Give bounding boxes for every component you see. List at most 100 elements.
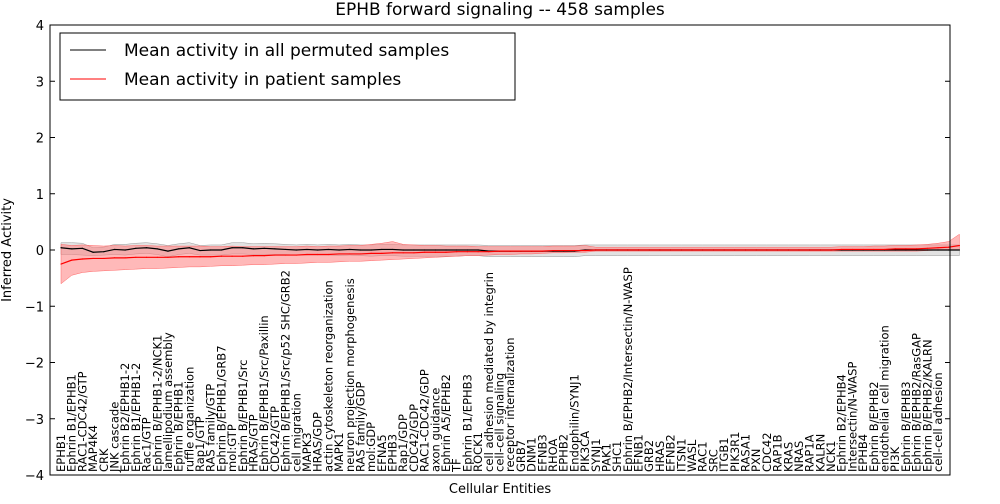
data-point: [220, 255, 223, 257]
x-tick-label: EPHB4: [856, 434, 870, 472]
data-point: [113, 257, 116, 259]
x-tick-label: EFNB2: [664, 434, 678, 472]
data-point: [242, 255, 244, 257]
data-point: [231, 255, 233, 257]
x-tick-label: KRAS: [781, 442, 795, 472]
x-tick-label: EFNA5: [375, 434, 389, 472]
x-tick-label: SRC: [706, 449, 720, 472]
x-tick-label: RAS family/GTP: [204, 384, 218, 472]
x-tick-label: Endophilin/SYNJ1: [567, 374, 581, 472]
x-tick-label: RAC1-CDC42/GTP: [75, 371, 89, 472]
data-point: [413, 249, 415, 251]
y-tick-label: 2: [36, 132, 44, 147]
x-tick-label: GRB2: [642, 440, 656, 472]
data-point: [445, 249, 447, 251]
x-tick-label: ROCK1: [471, 432, 485, 472]
data-point: [370, 252, 372, 254]
x-tick-label: HRAS: [653, 441, 667, 472]
data-point: [424, 251, 426, 253]
data-point: [327, 248, 329, 251]
x-tick-label: Ephrin B2/EPHB4: [835, 374, 849, 472]
data-point: [145, 256, 148, 258]
x-tick-label: PIK3R1: [728, 432, 742, 473]
data-point: [263, 255, 265, 257]
data-point: [605, 249, 608, 251]
data-point: [466, 249, 469, 251]
data-point: [916, 248, 918, 250]
data-point: [434, 251, 436, 253]
data-point: [381, 252, 383, 254]
y-tick-label: −1: [25, 300, 44, 315]
plot-frame: [49, 24, 951, 476]
data-point: [156, 248, 158, 250]
data-point: [958, 249, 960, 251]
x-tick-label: NCK1: [824, 441, 838, 473]
data-point: [905, 249, 907, 251]
data-point: [71, 248, 73, 250]
x-axis-label: Cellular Entities: [449, 482, 551, 497]
x-tick-label: cell-cell adhesion: [931, 372, 945, 472]
x-tick-label: RAS family/GDP: [353, 382, 367, 472]
data-point: [744, 249, 747, 251]
data-point: [477, 249, 479, 251]
data-point: [359, 253, 362, 255]
data-point: [766, 249, 768, 251]
data-point: [263, 247, 265, 249]
x-tick-label: cell adhesion mediated by integrin: [482, 272, 496, 472]
x-tick-label: CDC42/GDP: [407, 404, 421, 472]
data-point: [167, 250, 169, 252]
data-point: [723, 249, 725, 251]
data-point: [755, 249, 757, 251]
data-point: [156, 256, 158, 258]
data-point: [948, 246, 950, 248]
data-point: [285, 248, 287, 251]
series-lines: [60, 244, 960, 265]
data-point: [637, 249, 640, 251]
x-tick-label: TF: [450, 458, 464, 473]
data-point: [541, 250, 543, 252]
data-point: [113, 248, 116, 251]
x-tick-label: NRAS: [792, 441, 806, 472]
data-point: [905, 248, 907, 250]
band-patient: [60, 233, 960, 285]
x-tick-label: Ephrin B/EPHB2/KALRN: [920, 339, 934, 472]
data-point: [103, 251, 105, 253]
data-point: [466, 251, 469, 253]
x-tick-label: SHC1: [610, 441, 624, 472]
data-point: [530, 250, 533, 252]
data-point: [841, 248, 843, 251]
data-point: [167, 256, 169, 258]
data-point: [883, 248, 886, 251]
legend-label-patient: Mean activity in patient samples: [124, 70, 401, 90]
x-tick-label: EPHB3: [386, 434, 400, 472]
data-point: [71, 259, 73, 261]
data-point: [434, 249, 436, 251]
x-tick-label: Ephrin B/EPHB2/RasGAP: [910, 333, 924, 472]
x-tick-label: EPHB1: [54, 434, 68, 472]
data-point: [498, 250, 501, 252]
x-tick-label: receptor internalization: [503, 337, 517, 472]
data-point: [135, 247, 137, 249]
data-point: [456, 249, 458, 251]
data-point: [231, 247, 233, 249]
x-tick-label: HRAS/GTP: [247, 414, 261, 472]
data-point: [445, 251, 447, 253]
data-point: [210, 249, 212, 251]
data-point: [317, 249, 319, 251]
data-point: [734, 249, 736, 251]
data-point: [92, 251, 94, 253]
x-tick-label: ruffle organization: [182, 367, 196, 472]
y-tick-label: 3: [36, 75, 44, 90]
data-point: [563, 249, 565, 252]
x-tick-label: MAPK3: [300, 432, 314, 472]
data-point: [509, 250, 511, 252]
x-tick-label: cell migration: [289, 393, 303, 472]
data-point: [391, 252, 394, 254]
data-point: [659, 249, 661, 251]
x-tick-label: endothelial cell migration: [878, 325, 892, 472]
data-point: [103, 257, 105, 260]
data-point: [220, 249, 223, 251]
data-point: [819, 249, 821, 251]
